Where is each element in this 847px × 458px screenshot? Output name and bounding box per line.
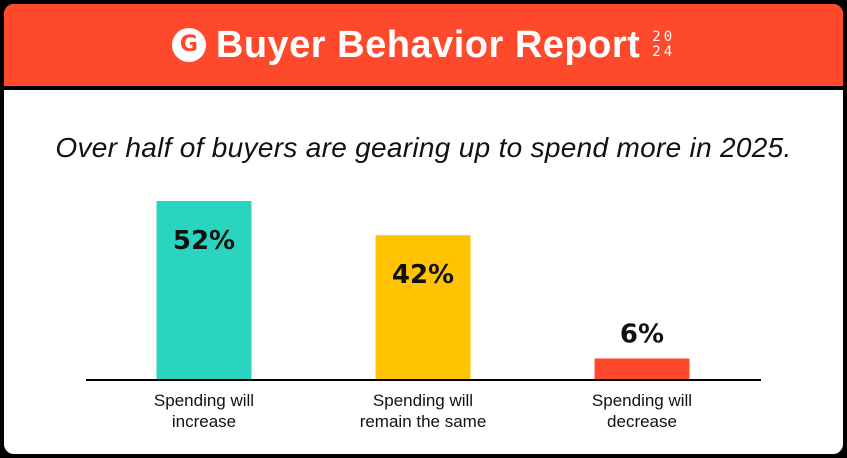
report-year-bottom: 24 xyxy=(652,44,676,60)
category-label-3-line-1: Spending will xyxy=(592,391,692,410)
category-label-1-line-1: Spending will xyxy=(154,391,254,410)
bar-value-label-1: 52% xyxy=(173,226,235,256)
bar-1 xyxy=(156,201,252,379)
category-label-2-line-1: Spending will xyxy=(373,391,473,410)
bar-value-label-3: 6% xyxy=(620,319,664,349)
report-year-top: 20 xyxy=(652,29,676,45)
bar-2 xyxy=(375,235,471,379)
report-year: 20 24 xyxy=(652,30,675,60)
category-label-1-line-2: increase xyxy=(172,412,236,431)
report-header: G Buyer Behavior Report 20 24 xyxy=(4,4,843,90)
report-title: Buyer Behavior Report xyxy=(215,23,641,66)
chart-headline: Over half of buyers are gearing up to sp… xyxy=(55,132,792,163)
logo-glyph: G xyxy=(179,32,198,57)
bar-value-label-2: 42% xyxy=(392,260,454,290)
category-label-2-line-2: remain the same xyxy=(360,412,487,431)
bar-3 xyxy=(594,358,690,379)
g2-logo-icon: G xyxy=(171,28,206,62)
category-label-3-line-2: decrease xyxy=(607,412,677,431)
